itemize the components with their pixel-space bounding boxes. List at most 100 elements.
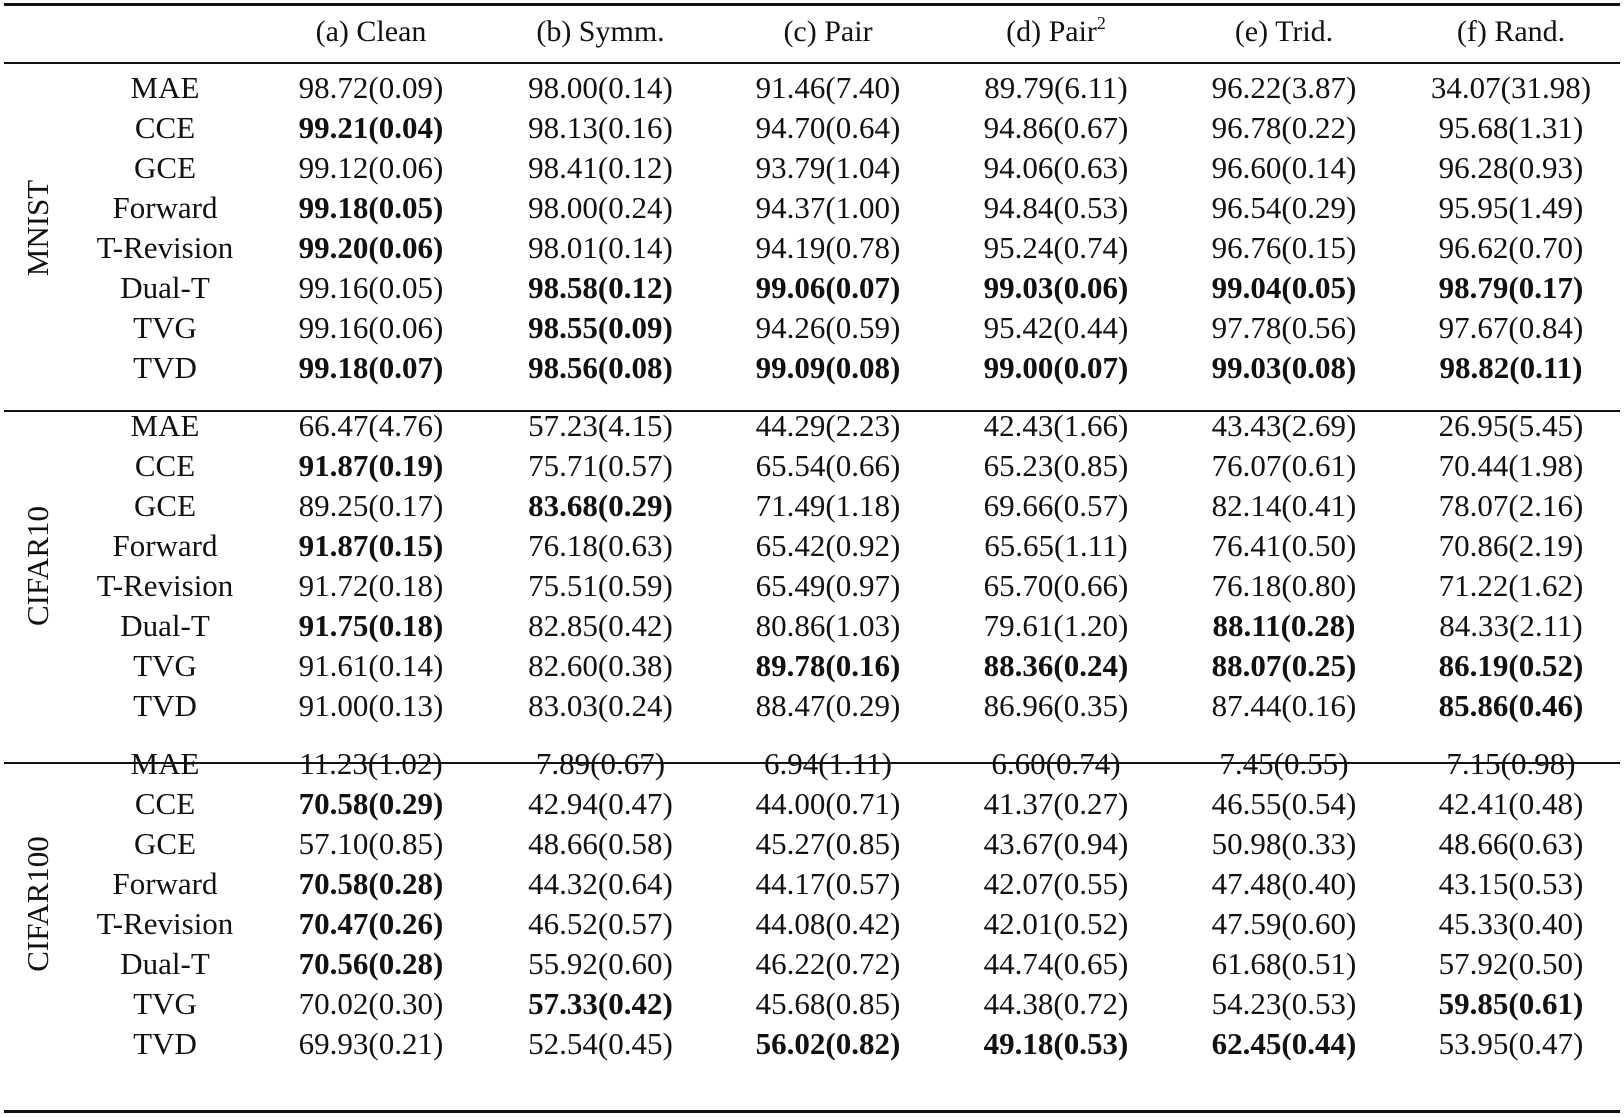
table-cell: 98.82(0.11) xyxy=(1439,350,1583,385)
table-cell: 88.11(0.28) xyxy=(1212,608,1356,643)
table-cell: 83.03(0.24) xyxy=(528,688,673,723)
table-cell: 65.49(0.97) xyxy=(755,568,901,603)
table-cell: 46.22(0.72) xyxy=(755,946,901,981)
table-cell: 96.54(0.29) xyxy=(1211,190,1357,225)
method-name: MAE xyxy=(130,408,200,443)
column-header-pair2: (d) Pair2 xyxy=(942,10,1170,54)
table-cell: 54.23(0.53) xyxy=(1211,986,1357,1021)
table-cell: 70.44(1.98) xyxy=(1438,448,1584,483)
column-header-trid: (e) Trid. xyxy=(1234,15,1334,48)
table-cell: 96.62(0.70) xyxy=(1438,230,1584,265)
table-cell: 98.79(0.17) xyxy=(1438,270,1584,305)
table-cell: 75.71(0.57) xyxy=(528,448,673,483)
method-name: GCE xyxy=(134,826,196,861)
table-cell: 99.12(0.06) xyxy=(298,150,444,185)
method-name: GCE xyxy=(134,150,196,185)
table-cell: 48.66(0.63) xyxy=(1438,826,1584,861)
table-cell: 99.18(0.05) xyxy=(298,190,444,225)
method-name: CCE xyxy=(134,786,196,821)
table-cell: 47.48(0.40) xyxy=(1211,866,1357,901)
table-cell: 88.07(0.25) xyxy=(1211,648,1357,683)
table-cell: 86.96(0.35) xyxy=(983,688,1129,723)
table-cell: 70.02(0.30) xyxy=(298,986,444,1021)
table-cell: 98.41(0.12) xyxy=(528,150,673,185)
table-cell: 70.47(0.26) xyxy=(298,906,444,941)
table-cell: 91.75(0.18) xyxy=(298,608,444,643)
table-cell: 91.72(0.18) xyxy=(298,568,444,603)
table-cell: 57.33(0.42) xyxy=(528,986,673,1021)
method-name: MAE xyxy=(130,746,200,781)
table-cell: 85.86(0.46) xyxy=(1438,688,1584,723)
table-cell: 47.59(0.60) xyxy=(1211,906,1357,941)
table-cell: 44.08(0.42) xyxy=(755,906,901,941)
table-cell: 99.20(0.06) xyxy=(298,230,444,265)
header-rule xyxy=(4,62,1620,64)
table-cell: 94.26(0.59) xyxy=(755,310,901,345)
dataset-label: CIFAR100 xyxy=(20,836,55,972)
table-cell: 96.22(3.87) xyxy=(1211,70,1357,105)
table-cell: 42.94(0.47) xyxy=(528,786,673,821)
table-cell: 99.18(0.07) xyxy=(298,350,444,385)
table-cell: 6.60(0.74) xyxy=(991,746,1121,781)
method-name: Forward xyxy=(112,528,218,563)
table-cell: 75.51(0.59) xyxy=(528,568,673,603)
table-cell: 59.85(0.61) xyxy=(1438,986,1584,1021)
table-cell: 91.00(0.13) xyxy=(298,688,444,723)
table-cell: 46.55(0.54) xyxy=(1211,786,1357,821)
table-cell: 98.55(0.09) xyxy=(528,310,673,345)
table-cell: 98.01(0.14) xyxy=(528,230,673,265)
method-name: TVG xyxy=(133,310,197,345)
table-cell: 61.68(0.51) xyxy=(1211,946,1357,981)
table-cell: 43.43(2.69) xyxy=(1211,408,1357,443)
table-cell: 52.54(0.45) xyxy=(528,1026,673,1061)
method-name: GCE xyxy=(134,488,196,523)
method-name: Dual-T xyxy=(120,608,210,643)
table-cell: 44.29(2.23) xyxy=(755,408,901,443)
table-cell: 70.56(0.28) xyxy=(298,946,444,981)
table-cell: 89.79(6.11) xyxy=(984,70,1128,105)
table-cell: 97.67(0.84) xyxy=(1438,310,1584,345)
table-cell: 95.42(0.44) xyxy=(983,310,1129,345)
table-cell: 96.28(0.93) xyxy=(1438,150,1584,185)
table-cell: 7.15(0.98) xyxy=(1446,746,1576,781)
table-cell: 42.41(0.48) xyxy=(1438,786,1584,821)
table-cell: 43.67(0.94) xyxy=(983,826,1129,861)
method-name: T-Revision xyxy=(96,568,234,603)
table-cell: 44.32(0.64) xyxy=(528,866,673,901)
method-name: TVD xyxy=(133,688,197,723)
table-cell: 70.58(0.28) xyxy=(298,866,444,901)
table-cell: 99.09(0.08) xyxy=(755,350,901,385)
table-cell: 86.19(0.52) xyxy=(1438,648,1584,683)
table-cell: 44.38(0.72) xyxy=(983,986,1129,1021)
table-cell: 45.33(0.40) xyxy=(1438,906,1584,941)
table-cell: 91.87(0.19) xyxy=(298,448,444,483)
table-cell: 94.19(0.78) xyxy=(755,230,901,265)
table-cell: 69.93(0.21) xyxy=(298,1026,444,1061)
column-header-pair2-superscript: 2 xyxy=(1096,13,1106,33)
table-cell: 26.95(5.45) xyxy=(1438,408,1584,443)
table-cell: 95.95(1.49) xyxy=(1438,190,1584,225)
table-cell: 45.27(0.85) xyxy=(755,826,901,861)
table-cell: 89.78(0.16) xyxy=(755,648,901,683)
table-cell: 43.15(0.53) xyxy=(1438,866,1584,901)
table-cell: 42.01(0.52) xyxy=(983,906,1129,941)
table-cell: 96.60(0.14) xyxy=(1211,150,1357,185)
table-cell: 94.84(0.53) xyxy=(983,190,1129,225)
table-cell: 94.70(0.64) xyxy=(755,110,901,145)
section-rule xyxy=(4,410,1620,412)
table-cell: 65.70(0.66) xyxy=(983,568,1129,603)
table-cell: 45.68(0.85) xyxy=(755,986,901,1021)
top-rule xyxy=(4,3,1620,6)
table-cell: 91.46(7.40) xyxy=(755,70,901,105)
method-name: CCE xyxy=(134,448,196,483)
table-cell: 46.52(0.57) xyxy=(528,906,673,941)
table-cell: 99.03(0.08) xyxy=(1211,350,1357,385)
table-cell: 62.45(0.44) xyxy=(1211,1026,1357,1061)
method-name: TVG xyxy=(133,648,197,683)
table-cell: 99.00(0.07) xyxy=(983,350,1129,385)
dataset-label: CIFAR10 xyxy=(20,505,55,627)
table-cell: 44.00(0.71) xyxy=(755,786,901,821)
table-cell: 99.03(0.06) xyxy=(983,270,1129,305)
table-cell: 42.43(1.66) xyxy=(983,408,1129,443)
table-cell: 88.47(0.29) xyxy=(755,688,901,723)
